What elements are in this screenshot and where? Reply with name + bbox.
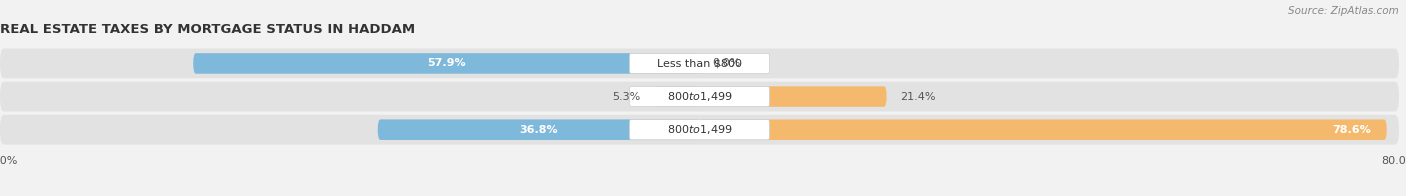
Text: 57.9%: 57.9% [427, 58, 465, 68]
FancyBboxPatch shape [630, 120, 769, 140]
Text: Less than $800: Less than $800 [657, 58, 742, 68]
Text: 78.6%: 78.6% [1333, 125, 1371, 135]
FancyBboxPatch shape [193, 53, 700, 74]
Legend: Without Mortgage, With Mortgage: Without Mortgage, With Mortgage [583, 193, 815, 196]
Text: Source: ZipAtlas.com: Source: ZipAtlas.com [1288, 6, 1399, 16]
FancyBboxPatch shape [700, 86, 887, 107]
FancyBboxPatch shape [378, 119, 700, 140]
FancyBboxPatch shape [700, 119, 1386, 140]
FancyBboxPatch shape [654, 86, 700, 107]
FancyBboxPatch shape [0, 115, 1399, 145]
Text: $800 to $1,499: $800 to $1,499 [666, 123, 733, 136]
Text: $800 to $1,499: $800 to $1,499 [666, 90, 733, 103]
FancyBboxPatch shape [0, 82, 1399, 112]
FancyBboxPatch shape [630, 53, 769, 74]
Text: 0.0%: 0.0% [713, 58, 741, 68]
FancyBboxPatch shape [0, 49, 1399, 78]
Text: 36.8%: 36.8% [519, 125, 558, 135]
Text: REAL ESTATE TAXES BY MORTGAGE STATUS IN HADDAM: REAL ESTATE TAXES BY MORTGAGE STATUS IN … [0, 23, 415, 36]
Text: 21.4%: 21.4% [900, 92, 935, 102]
FancyBboxPatch shape [630, 86, 769, 107]
Text: 5.3%: 5.3% [612, 92, 640, 102]
